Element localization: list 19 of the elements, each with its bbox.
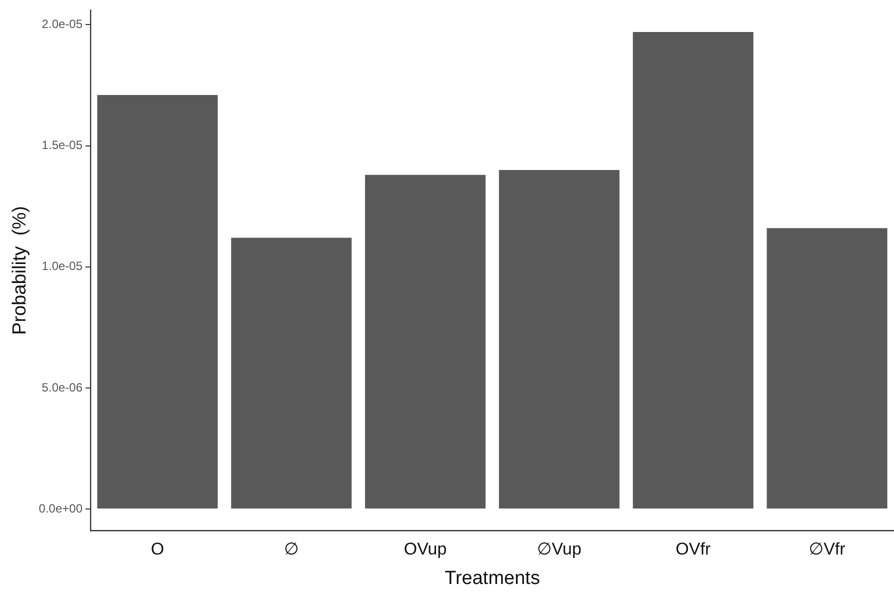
y-tick-label: 1.5e-05 (42, 138, 83, 152)
y-tick-label: 5.0e-06 (42, 380, 83, 394)
bar (766, 228, 888, 509)
x-tick-label: OVfr (676, 540, 711, 559)
x-tick-label: OVup (404, 540, 447, 559)
y-tick-label: 2.0e-05 (42, 17, 83, 32)
y-tick-label: 1.0e-05 (42, 259, 83, 274)
y-axis-title: Probability (%) (10, 206, 31, 335)
x-tick-label: O (150, 540, 164, 559)
x-axis-title: Treatments (444, 568, 540, 589)
x-tick-label: ∅Vfr (808, 540, 846, 559)
y-tick-label: 0.0e+00 (38, 501, 83, 516)
bar (231, 238, 352, 509)
x-tick-label: ∅ (284, 540, 299, 559)
bar (97, 94, 218, 509)
bar (632, 32, 754, 509)
x-tick-label: ∅Vup (536, 540, 582, 559)
bar (365, 174, 486, 509)
bar (498, 170, 620, 509)
